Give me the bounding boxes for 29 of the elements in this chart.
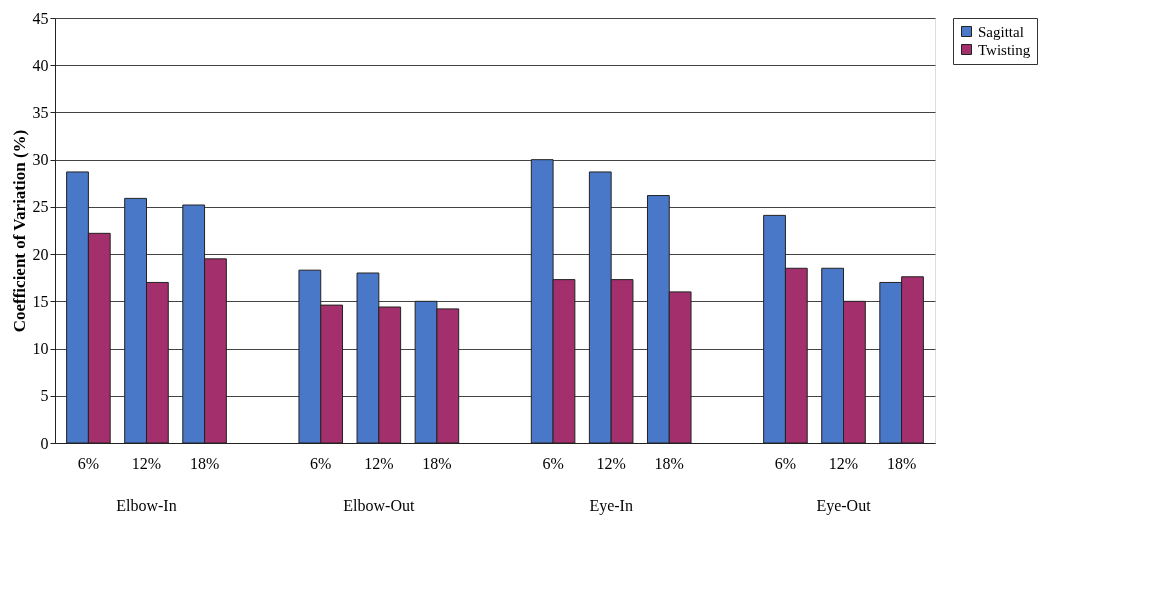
x-tick-label: 6% xyxy=(310,454,332,472)
x-tick-label: 18% xyxy=(189,454,220,472)
x-tick-label: 18% xyxy=(422,454,452,472)
text: Elbow-Out xyxy=(343,497,415,514)
x-tick-label: 12% xyxy=(364,454,394,472)
x-tick-label: 12% xyxy=(131,454,162,472)
legend-label: Twisting xyxy=(978,41,1031,58)
y-tick-label: 25 xyxy=(32,198,49,216)
x-tick-label: 18% xyxy=(886,454,917,472)
y-tick-label: 20 xyxy=(32,245,49,263)
text: Eye-In xyxy=(589,497,633,515)
y-tick-label: 40 xyxy=(32,56,49,74)
y-tick-label: 15 xyxy=(32,292,49,310)
y-tick-label: 10 xyxy=(32,340,49,358)
y-tick-label: 0 xyxy=(40,434,49,452)
legend-label: Sagittal xyxy=(978,23,1024,40)
x-tick-label: 6% xyxy=(774,454,797,472)
y-tick-label: 45 xyxy=(32,9,49,27)
text: Eye-Out xyxy=(816,497,872,515)
x-tick-label: 18% xyxy=(654,454,684,472)
y-tick-label: 5 xyxy=(40,387,49,405)
x-tick-label: 12% xyxy=(828,454,859,472)
x-tick-label: 12% xyxy=(596,454,626,472)
y-tick-label: 30 xyxy=(32,151,49,169)
x-tick-label: 6% xyxy=(77,454,100,472)
y-tick-label: 35 xyxy=(32,103,49,121)
y-axis-title: Coefficient of Variation (%) xyxy=(9,129,29,333)
x-tick-label: 6% xyxy=(542,454,564,472)
text: Elbow-In xyxy=(116,497,177,514)
